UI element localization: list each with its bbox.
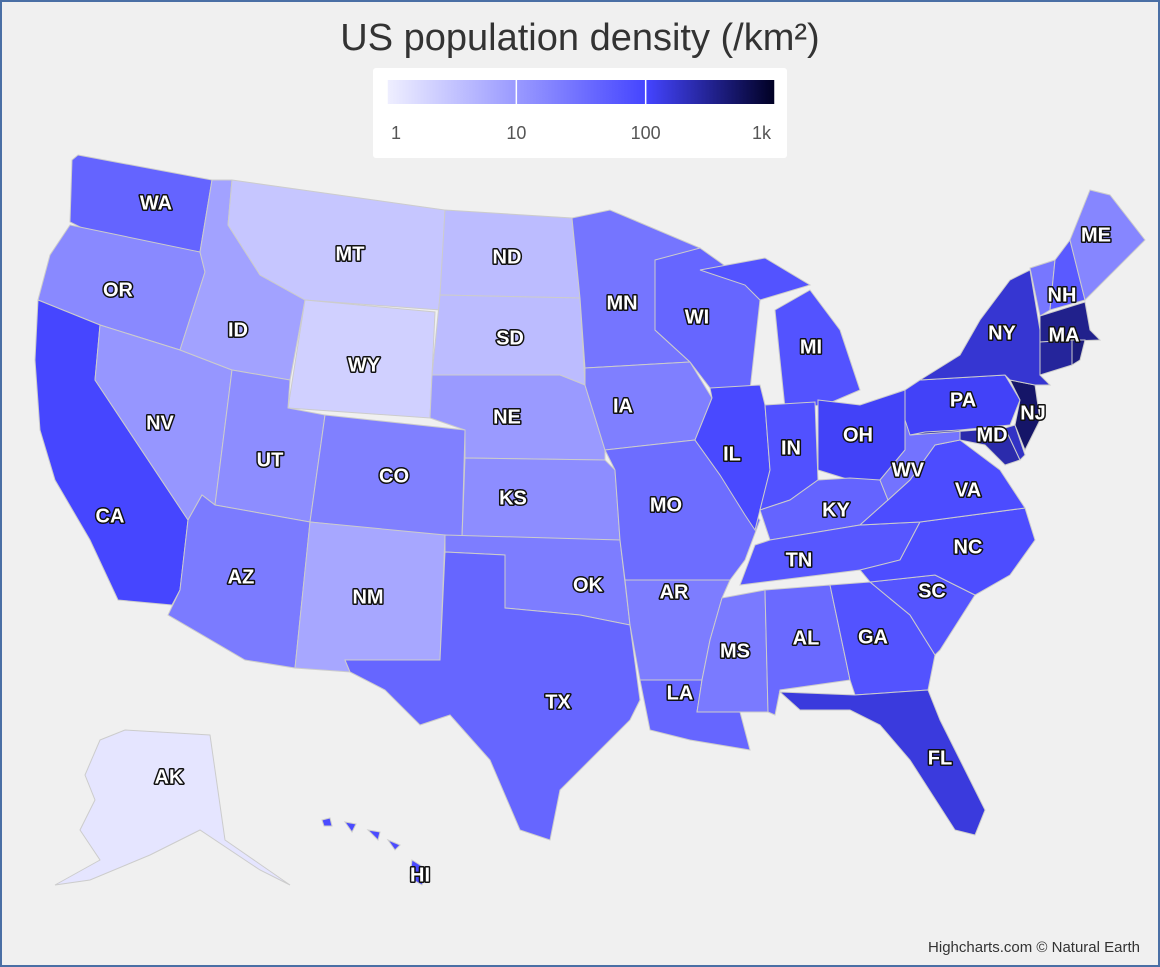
- state-label: WV: [892, 459, 925, 481]
- state: [778, 689, 986, 836]
- state: [694, 384, 771, 532]
- state: [584, 361, 713, 451]
- state-label: AL: [793, 627, 820, 649]
- legend-ticks: 1 10 100 1k: [386, 80, 776, 143]
- state-label: SD: [496, 327, 524, 349]
- state: [1039, 301, 1102, 343]
- state: [321, 817, 429, 886]
- state-label: WY: [348, 354, 381, 376]
- state-label: CO: [379, 465, 409, 487]
- state-label: UT: [257, 449, 284, 471]
- state-label: NY: [988, 322, 1016, 344]
- state-label: NV: [146, 412, 174, 434]
- state-label: AK: [155, 766, 184, 788]
- state-label: MD: [976, 424, 1007, 446]
- state-label: NC: [954, 536, 983, 558]
- state-label: AZ: [228, 566, 255, 588]
- state-label: SC: [918, 580, 946, 602]
- state-label: OH: [843, 424, 873, 446]
- state-label: MS: [720, 640, 750, 662]
- legend-tick-label: 1k: [752, 123, 772, 143]
- state-label: MT: [336, 243, 365, 265]
- state-label: OK: [573, 574, 604, 596]
- credits: Highcharts.com © Natural Earth: [928, 939, 1140, 956]
- state-label: CA: [96, 505, 125, 527]
- state-labels: WA OR CA NV ID MT WY UT AZ CO NM ND SD NE KS OK TX MN IA MO…: [94, 191, 1112, 888]
- legend-tick-label: 10: [506, 123, 526, 143]
- state-label: KS: [499, 487, 527, 509]
- state-label: IN: [781, 437, 801, 459]
- state-label: NJ: [1020, 402, 1046, 424]
- state-label: WI: [685, 306, 709, 328]
- state-label: AR: [660, 581, 689, 603]
- legend-tick-label: 1: [391, 123, 401, 143]
- state-label: OR: [103, 279, 134, 301]
- state-label: FL: [928, 747, 952, 769]
- states: [34, 154, 1146, 886]
- legend-gradient: [387, 80, 775, 104]
- state-label: HI: [410, 864, 430, 886]
- state: [1069, 189, 1146, 301]
- state-label: IL: [723, 443, 741, 465]
- state-label: LA: [667, 682, 694, 704]
- state-label: ME: [1081, 224, 1111, 246]
- state-label: KY: [822, 499, 850, 521]
- state: [54, 729, 291, 886]
- state: [1004, 424, 1026, 461]
- state-label: TX: [545, 691, 571, 713]
- state-label: GA: [858, 626, 888, 648]
- state: [344, 551, 641, 841]
- state-label: MO: [650, 494, 682, 516]
- state-label: WA: [140, 192, 172, 214]
- state-label: MI: [800, 336, 822, 358]
- state: [461, 457, 621, 541]
- state-label: ID: [228, 319, 248, 341]
- state-label: NE: [493, 406, 521, 428]
- state-label: MA: [1048, 324, 1079, 346]
- state: [699, 257, 861, 409]
- state-label: MN: [606, 292, 637, 314]
- state: [1071, 339, 1086, 366]
- state-label: IA: [613, 395, 633, 417]
- legend-tick-label: 100: [631, 123, 661, 143]
- chart-title: US population density (/km²): [340, 17, 819, 59]
- state-label: ND: [493, 246, 522, 268]
- state-label: PA: [950, 389, 976, 411]
- state-label: NM: [352, 586, 383, 608]
- state-label: TN: [786, 549, 813, 571]
- state-label: VA: [955, 479, 981, 501]
- state-label: NH: [1048, 284, 1077, 306]
